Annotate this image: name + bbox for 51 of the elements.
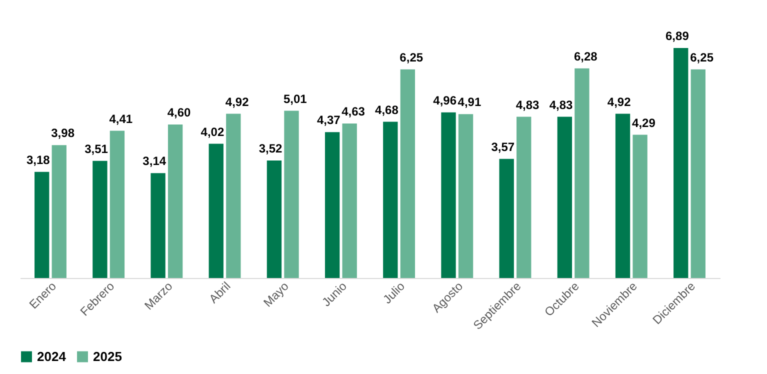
data-label: 6,25	[690, 50, 714, 64]
bar	[342, 123, 357, 278]
data-label: 4,29	[632, 116, 656, 130]
bar	[690, 69, 706, 278]
data-label: 4,83	[516, 98, 540, 112]
data-label: 4,68	[375, 102, 399, 117]
bar	[458, 114, 474, 278]
data-label: 4,02	[200, 124, 224, 139]
bar	[441, 112, 456, 278]
data-label: 3,52	[258, 141, 283, 156]
data-label: 4,92	[607, 94, 632, 109]
legend-label: 2025	[93, 348, 122, 364]
bar	[557, 116, 572, 278]
data-label: 3,51	[84, 142, 108, 156]
bar	[226, 114, 241, 278]
legend-label: 2024	[37, 348, 67, 364]
data-label: 6,25	[400, 50, 424, 64]
data-label: 3,18	[26, 152, 50, 167]
bar	[574, 68, 590, 278]
bar	[150, 173, 166, 278]
bar	[266, 160, 282, 278]
bar	[615, 114, 630, 278]
data-label: 6,28	[574, 49, 598, 64]
data-label: 3,57	[491, 140, 515, 154]
bar	[52, 145, 66, 278]
data-label: 4,92	[225, 94, 250, 109]
bar	[34, 172, 50, 278]
data-label: 4,37	[316, 113, 341, 128]
data-label: 4,91	[458, 95, 482, 110]
bar	[110, 130, 125, 278]
bar	[92, 160, 108, 278]
bar	[499, 158, 514, 278]
data-label: 4,63	[342, 104, 366, 118]
data-label: 4,83	[549, 98, 574, 112]
bar	[168, 124, 183, 278]
data-label: 3,14	[142, 154, 166, 168]
bar	[516, 116, 532, 278]
data-label: 5,01	[284, 92, 308, 106]
data-label: 3,98	[51, 126, 75, 140]
bar	[383, 122, 398, 278]
bar	[208, 144, 224, 278]
data-label: 6,89	[666, 29, 690, 43]
bar	[400, 69, 416, 278]
data-label: 4,41	[109, 112, 133, 126]
data-label: 4,60	[167, 105, 191, 120]
bar	[284, 110, 299, 278]
bar	[674, 48, 688, 278]
bar	[632, 134, 648, 278]
x-tick-label: Julio	[380, 278, 408, 306]
data-label: 4,96	[433, 93, 457, 108]
bar	[324, 132, 340, 278]
